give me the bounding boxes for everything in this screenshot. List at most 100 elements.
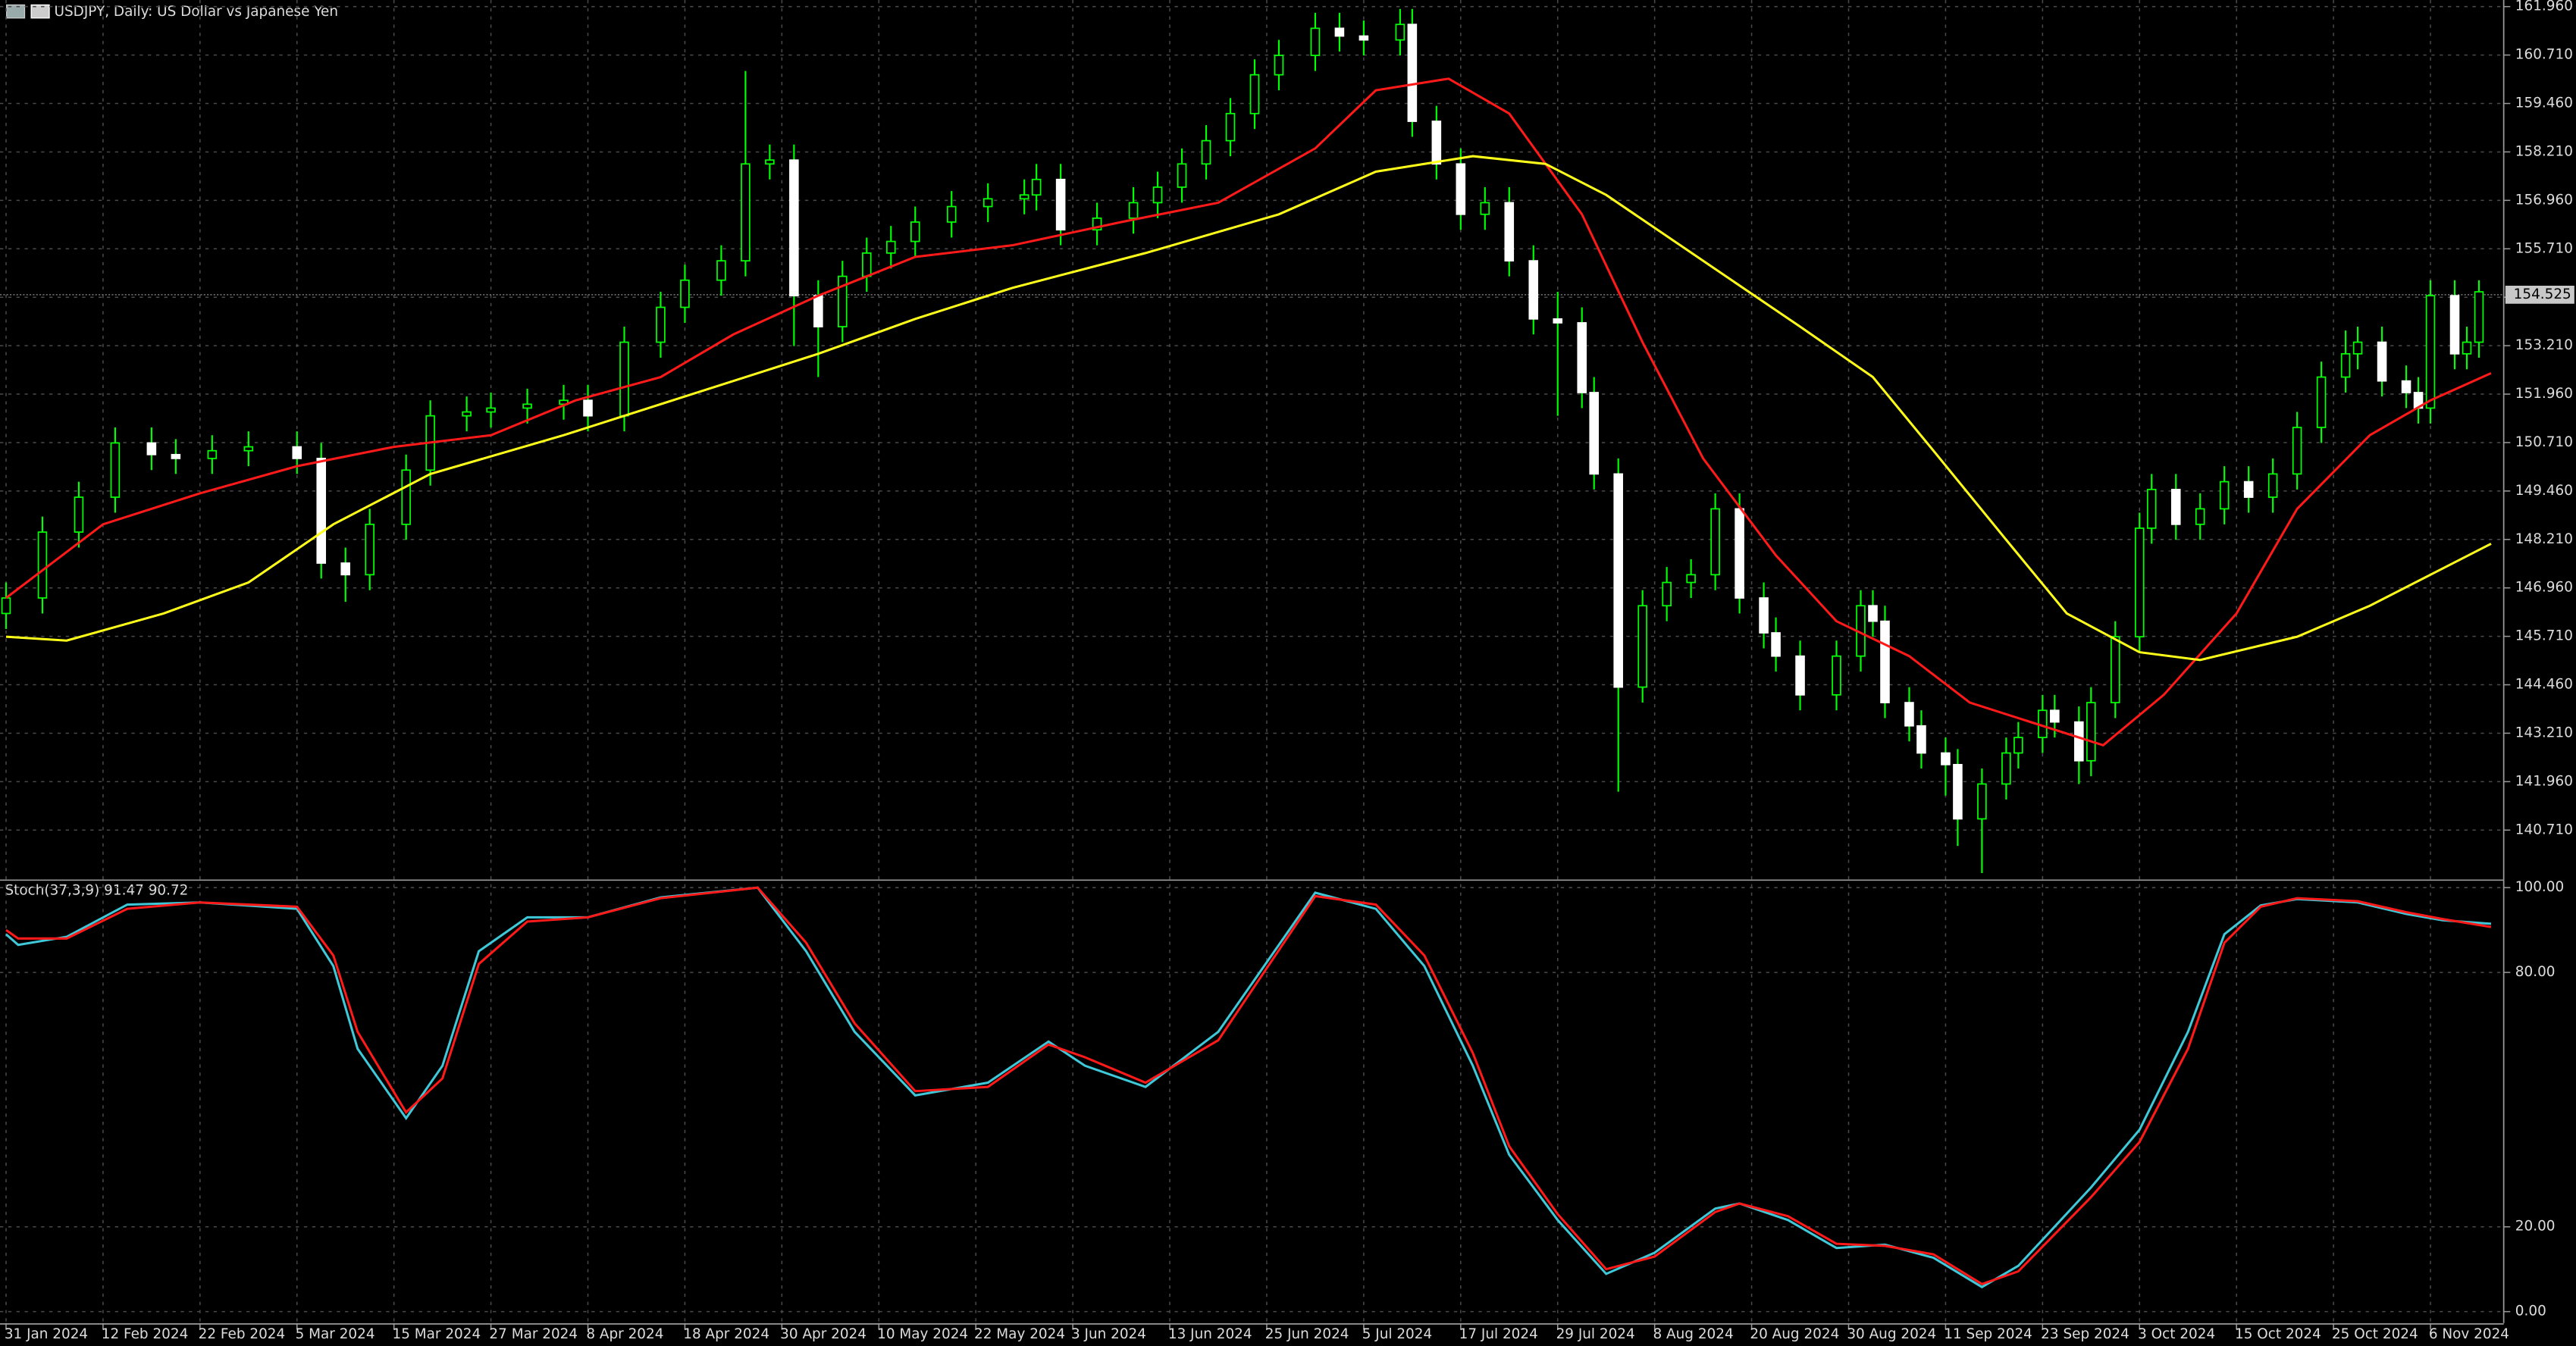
candle-body	[1735, 508, 1744, 599]
x-tick-label: 11 Sep 2024	[1944, 1326, 2032, 1342]
x-tick-label: 17 Jul 2024	[1459, 1326, 1538, 1342]
candle-body	[1637, 605, 1647, 688]
candle-body	[1953, 764, 1963, 820]
candle-body	[340, 562, 351, 576]
candle-body	[1480, 202, 1490, 215]
y-tick-label: 159.460	[2515, 95, 2573, 111]
candle-body	[1407, 23, 1418, 122]
indicator-line	[5, 155, 2492, 662]
candle-body	[2243, 480, 2254, 498]
candle-body	[910, 221, 920, 243]
candle-body	[2074, 721, 2084, 762]
candle-body	[2292, 427, 2302, 475]
candle-body	[1310, 27, 1321, 56]
candle-body	[146, 442, 157, 455]
symbol-icons	[6, 4, 50, 19]
candle-body	[1528, 260, 1539, 320]
candle-body	[1249, 74, 1260, 114]
y-tick-label: 146.960	[2515, 580, 2573, 596]
candle-body	[2267, 473, 2278, 498]
candle-body	[1431, 121, 1442, 165]
candle-body	[1055, 178, 1066, 231]
candle-body	[1577, 322, 1587, 393]
y-tick-label: 161.960	[2515, 0, 2573, 14]
candle-body	[813, 295, 823, 327]
candle-body	[656, 306, 666, 343]
candle-body	[862, 252, 872, 277]
candle-body	[2377, 341, 2387, 382]
x-tick-label: 15 Oct 2024	[2235, 1326, 2321, 1342]
candle-body	[1868, 605, 1878, 622]
candle-body	[2425, 295, 2436, 409]
candle-body	[680, 279, 690, 308]
candle-body	[1359, 35, 1369, 41]
x-tick-label: 23 Sep 2024	[2041, 1326, 2129, 1342]
y-tick-label: 160.710	[2515, 47, 2573, 63]
candle-body	[1128, 202, 1139, 219]
candle-body	[1795, 655, 1805, 696]
candle-body	[1201, 139, 1211, 165]
candle-body	[401, 469, 411, 525]
x-tick-label: 6 Nov 2024	[2429, 1326, 2509, 1342]
candle-body	[2474, 291, 2484, 343]
x-tick-label: 13 Jun 2024	[1168, 1326, 1252, 1342]
x-tick-label: 25 Oct 2024	[2332, 1326, 2418, 1342]
indicator-line	[5, 77, 2492, 747]
x-tick-label: 30 Aug 2024	[1847, 1326, 1936, 1342]
y-tick-label: 155.710	[2515, 240, 2573, 256]
x-tick-label: 20 Aug 2024	[1750, 1326, 1839, 1342]
candle-body	[946, 205, 957, 223]
candle-body	[885, 240, 896, 254]
y-tick-label: 20.00	[2515, 1219, 2556, 1235]
candle-body	[2340, 352, 2351, 378]
candle-body	[2195, 508, 2205, 525]
candle-body	[2146, 488, 2157, 529]
candle-body	[2013, 737, 2023, 754]
candle-body	[1916, 725, 1926, 754]
candle-body	[1941, 752, 1951, 765]
y-tick-label: 156.960	[2515, 192, 2573, 208]
y-tick-label: 148.210	[2515, 531, 2573, 547]
candle-body	[365, 523, 374, 576]
x-tick-label: 10 May 2024	[877, 1326, 968, 1342]
x-tick-label: 8 Aug 2024	[1653, 1326, 1733, 1342]
candle-body	[1019, 194, 1029, 200]
candle-body	[1225, 112, 1236, 142]
candle-body	[243, 446, 254, 452]
candle-body	[1710, 508, 1720, 576]
candle-body	[1662, 581, 1672, 607]
y-tick-label: 158.210	[2515, 143, 2573, 159]
candle-body	[2134, 527, 2145, 637]
candle-body	[522, 403, 532, 409]
x-tick-label: 27 Mar 2024	[489, 1326, 578, 1342]
current-price-box	[2505, 285, 2574, 304]
candle-body	[2462, 341, 2472, 355]
candle-body	[292, 446, 302, 459]
y-tick-label: 0.00	[2515, 1304, 2546, 1319]
y-tick-label: 143.210	[2515, 725, 2573, 740]
candle-body	[1504, 202, 1515, 261]
candle-body	[37, 531, 48, 599]
candle-body	[1613, 473, 1623, 688]
x-tick-label: 5 Jul 2024	[1362, 1326, 1432, 1342]
candle-body	[1686, 574, 1696, 584]
x-tick-label: 29 Jul 2024	[1556, 1326, 1635, 1342]
candle-body	[2170, 488, 2181, 525]
candle-body	[1092, 218, 1102, 231]
candle-body	[1456, 163, 1466, 215]
candle-body	[171, 453, 181, 459]
candle-body	[741, 163, 751, 261]
candle-body	[2449, 295, 2460, 355]
indicator-line	[5, 886, 2492, 1285]
candle-body	[1031, 178, 1042, 196]
candle-body	[1880, 620, 1890, 703]
y-tick-label: 80.00	[2515, 964, 2556, 980]
candle-body	[1, 597, 11, 615]
candle-body	[2086, 702, 2096, 762]
candle-body	[1334, 27, 1345, 37]
candle-body	[1177, 163, 1187, 188]
candle-body	[1395, 23, 1406, 41]
candle-body	[1274, 55, 1284, 76]
